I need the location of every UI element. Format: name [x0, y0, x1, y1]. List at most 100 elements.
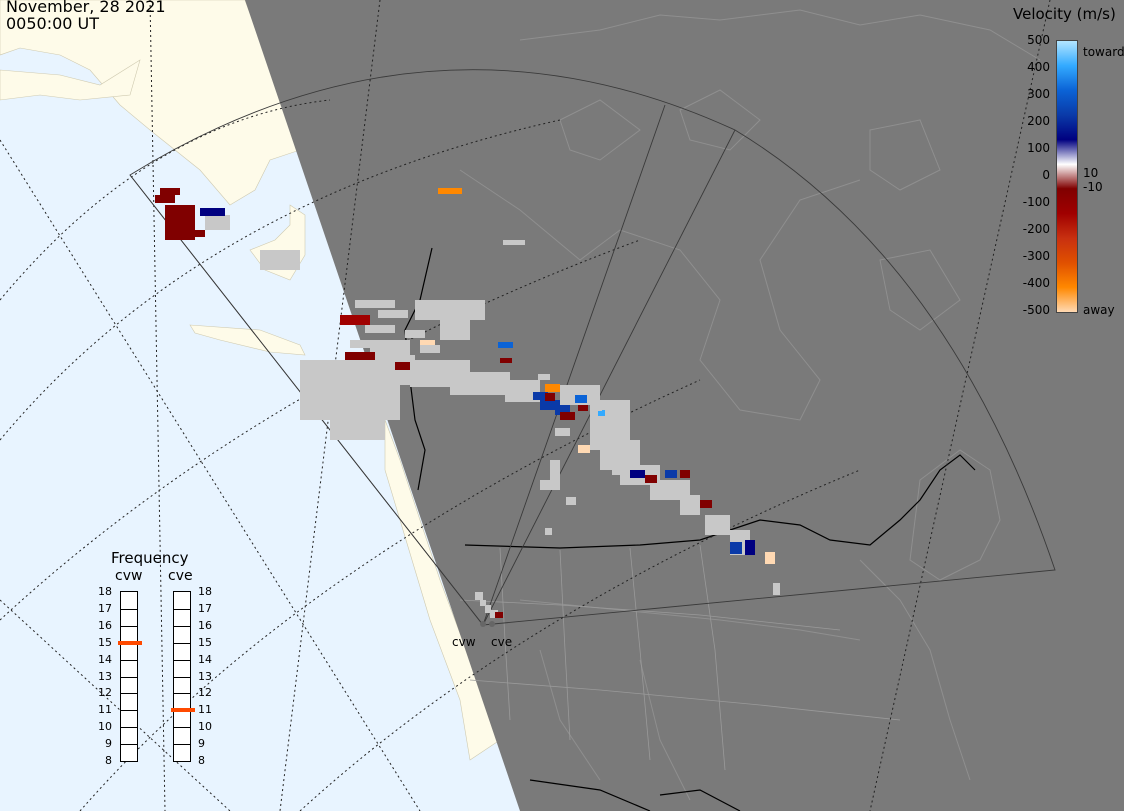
frequency-gridline	[121, 727, 137, 729]
velocity-cell	[405, 330, 425, 338]
velocity-cell	[380, 355, 400, 363]
colorbar-toward-label: toward	[1083, 45, 1124, 59]
velocity-cell	[300, 360, 310, 366]
velocity-cell	[575, 395, 587, 403]
frequency-tick-right: 11	[198, 703, 212, 717]
velocity-cells	[155, 188, 775, 618]
frequency-gridline	[121, 659, 137, 661]
dayside-land	[0, 0, 501, 761]
velocity-cell	[612, 465, 627, 475]
velocity-cell	[500, 358, 512, 363]
velocity-cell	[498, 342, 513, 348]
frequency-tick-right: 13	[198, 669, 212, 683]
velocity-cell	[475, 592, 483, 600]
frequency-tick-left: 12	[98, 686, 112, 700]
velocity-cell	[655, 490, 667, 498]
velocity-cell	[560, 412, 575, 420]
frequency-gridline	[174, 693, 190, 695]
frequency-tick-right: 14	[198, 652, 212, 666]
frequency-tick-left: 9	[105, 737, 112, 751]
frequency-title: Frequency	[111, 549, 189, 567]
velocity-cell	[495, 612, 503, 618]
frequency-tick-right: 16	[198, 618, 212, 632]
frequency-gridline	[174, 727, 190, 729]
velocity-cell	[200, 208, 225, 216]
frequency-tick-right: 12	[198, 686, 212, 700]
velocity-cell	[350, 340, 380, 348]
site-label-cve: cve	[491, 635, 513, 649]
frequency-tick-left: 10	[98, 720, 112, 734]
frequency-tick-left: 16	[98, 618, 112, 632]
velocity-cell	[578, 405, 588, 411]
frequency-gridline	[121, 608, 137, 610]
velocity-cell	[598, 410, 610, 416]
velocity-cell	[545, 384, 560, 392]
velocity-cell	[665, 470, 677, 478]
velocity-cell	[745, 540, 755, 555]
colorbar-tick: 100	[1027, 141, 1050, 155]
velocity-cell	[345, 352, 375, 360]
velocity-cell	[533, 392, 548, 400]
velocity-cell	[578, 445, 590, 453]
frequency-tick-left: 13	[98, 669, 112, 683]
velocity-cell	[555, 405, 570, 415]
frequency-gridline	[121, 625, 137, 627]
velocity-cell	[590, 405, 602, 411]
velocity-cell	[160, 188, 180, 195]
frequency-radar-cve: cve	[168, 568, 193, 584]
colorbar-tick: 10	[1083, 166, 1099, 180]
frequency-tick-left: 18	[98, 585, 112, 598]
colorbar-tick: -10	[1083, 180, 1103, 194]
frequency-tick-left: 14	[98, 652, 112, 666]
velocity-cell	[485, 605, 491, 613]
frequency-tick-left: 11	[98, 703, 112, 717]
colorbar-tick: 300	[1027, 87, 1050, 101]
frequency-tick-right: 8	[198, 754, 205, 767]
frequency-bar-cvw	[118, 591, 142, 762]
velocity-colorbar	[1056, 40, 1078, 313]
frequency-gridline	[121, 676, 137, 678]
frequency-marker-cvw	[118, 640, 142, 645]
frequency-gridline	[174, 625, 190, 627]
site-label-cvw: cvw	[452, 635, 476, 649]
velocity-cell	[680, 470, 690, 478]
frequency-tick-left: 15	[98, 635, 112, 649]
velocity-cell	[365, 325, 395, 333]
frequency-gridline	[174, 642, 190, 644]
velocity-cell	[700, 500, 712, 508]
velocity-cell	[155, 195, 175, 203]
velocity-cell	[630, 470, 645, 478]
frequency-marker-cve	[171, 708, 195, 713]
frequency-gridline	[174, 608, 190, 610]
frequency-tick-right: 10	[198, 720, 212, 734]
frequency-gridline	[121, 744, 137, 746]
time-label: 0050:00 UT	[6, 14, 100, 33]
colorbar-tick: -100	[1022, 195, 1050, 209]
colorbar-away-label: away	[1083, 303, 1115, 317]
site-marker-cve	[489, 621, 495, 627]
velocity-cell	[538, 374, 550, 380]
frequency-tick-left: 8	[105, 754, 112, 767]
velocity-cell	[340, 315, 370, 325]
colorbar-tick: -200	[1022, 222, 1050, 236]
site-marker-cvw	[480, 621, 486, 627]
frequency-gridline	[121, 710, 137, 712]
frequency-tick-right: 15	[198, 635, 212, 649]
colorbar-tick: 500	[1027, 33, 1050, 47]
ground-scatter	[205, 215, 780, 595]
frequency-tick-right: 18	[198, 585, 212, 598]
frequency-gridline	[174, 659, 190, 661]
colorbar-tick: 0	[1042, 168, 1050, 182]
night-terminator-region	[245, 0, 1124, 811]
velocity-cell	[605, 410, 620, 418]
frequency-gridline	[174, 676, 190, 678]
colorbar-title: Velocity (m/s)	[1013, 5, 1116, 23]
velocity-cell	[378, 310, 408, 318]
colorbar-tick: -400	[1022, 276, 1050, 290]
state-boundaries	[459, 544, 901, 771]
velocity-cell	[765, 552, 775, 564]
colorbar-tick: 400	[1027, 60, 1050, 74]
date-label: November, 28 2021	[6, 0, 166, 16]
velocity-cell	[185, 230, 205, 237]
velocity-cell	[420, 345, 440, 353]
